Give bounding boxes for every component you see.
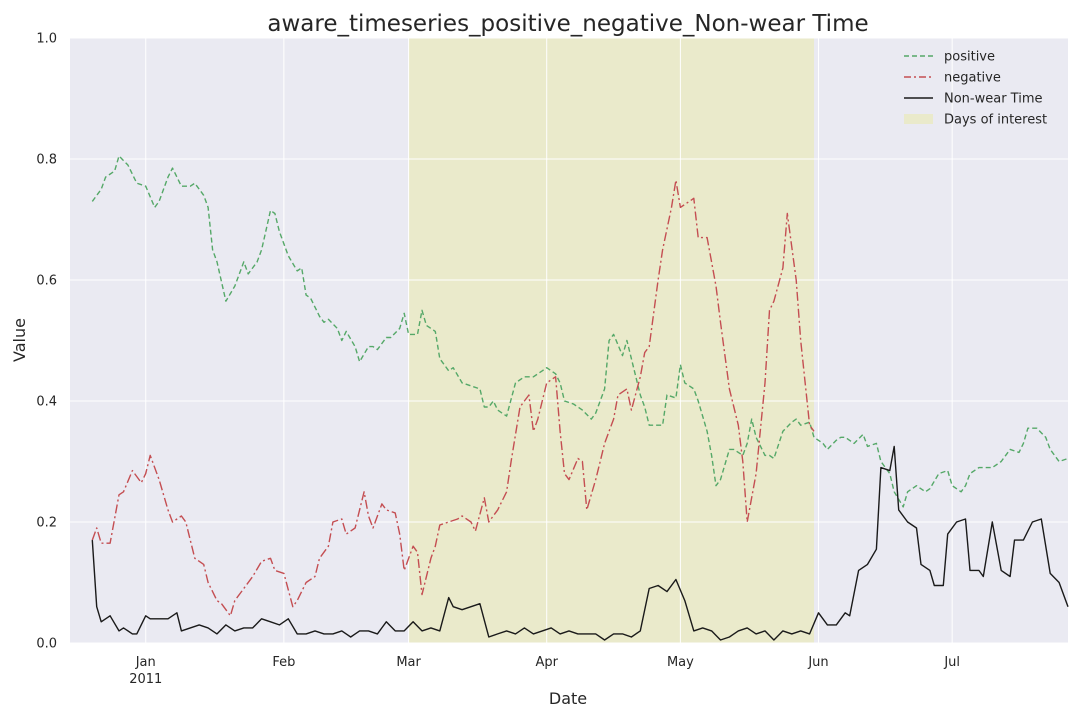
chart-title: aware_timeseries_positive_negative_Non-w… bbox=[267, 11, 868, 37]
series-layer bbox=[91, 155, 1069, 641]
series-line-positive bbox=[91, 155, 1069, 508]
series-line-negative bbox=[91, 179, 815, 617]
y-tick-label: 1.0 bbox=[36, 32, 57, 47]
x-tick-label: Feb bbox=[272, 655, 295, 670]
grid-layer bbox=[70, 37, 1068, 644]
legend-label: Days of interest bbox=[944, 113, 1047, 128]
highlight-layer bbox=[408, 38, 815, 643]
x-tick-label: May bbox=[667, 655, 694, 670]
y-tick-label: 0.0 bbox=[36, 637, 57, 652]
legend-label: negative bbox=[944, 71, 1001, 86]
x-tick-sublabel: 2011 bbox=[129, 672, 162, 687]
legend-swatch bbox=[904, 114, 933, 124]
y-tick-label: 0.2 bbox=[36, 516, 57, 531]
y-tick-label: 0.4 bbox=[36, 395, 57, 410]
y-tick-label: 0.8 bbox=[36, 153, 57, 168]
x-tick-label: Jul bbox=[943, 655, 960, 670]
legend-label: positive bbox=[944, 50, 995, 65]
series-line-non-wear-time bbox=[91, 445, 1069, 641]
highlight-span bbox=[408, 38, 815, 643]
tick-layer: 0.0 0.2 0.4 0.6 0.8 1.0 Jan 2011 Feb Mar Apr May Jun… bbox=[36, 32, 960, 688]
x-tick-label: Mar bbox=[396, 655, 421, 670]
y-axis-label: Value bbox=[10, 318, 29, 362]
x-tick-label: Jun bbox=[807, 655, 828, 670]
x-axis-label: Date bbox=[549, 689, 587, 708]
legend-label: Non-wear Time bbox=[944, 92, 1043, 107]
legend: positive negative Non-wear Time Days of int… bbox=[904, 50, 1047, 128]
x-tick-label: Jan bbox=[135, 655, 156, 670]
x-tick-label: Apr bbox=[535, 655, 558, 670]
y-tick-label: 0.6 bbox=[36, 274, 57, 289]
